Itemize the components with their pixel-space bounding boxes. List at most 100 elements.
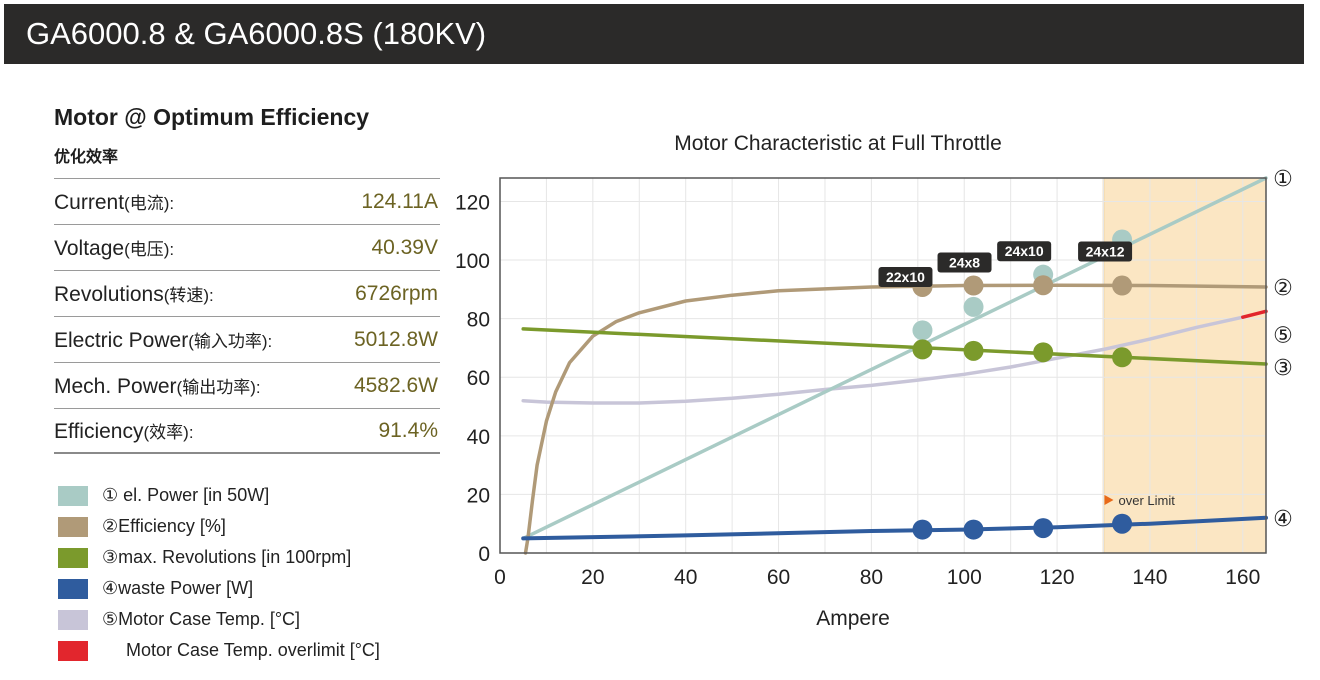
y-tick-label: 100 — [455, 250, 490, 273]
legend-item-efficiency: ②Efficiency [%] — [58, 511, 458, 542]
page-title: GA6000.8 & GA6000.8S (180KV) — [26, 16, 487, 51]
x-tick-label: 100 — [947, 566, 982, 589]
spec-label: Efficiency — [54, 419, 144, 443]
over-limit-label: over Limit — [1119, 493, 1176, 508]
propeller-label: 24x8 — [949, 255, 980, 271]
title-bar: GA6000.8 & GA6000.8S (180KV) — [4, 4, 1304, 64]
spec-value: 5012.8W — [353, 327, 438, 351]
spec-label-cn: (效率): — [143, 422, 194, 442]
spec-table: Current(电流): 124.11A Voltage(电压): 40.39V… — [54, 178, 440, 454]
spec-label: Mech. Power — [54, 374, 177, 398]
point-efficiency — [1112, 275, 1133, 296]
motor-chart: 22x10 24x8 24x10 24x12 over Limit 0 20 40 60 80 10… — [455, 132, 1293, 630]
point-revolutions — [963, 340, 984, 361]
propeller-label-box — [937, 252, 992, 273]
spec-row-revolutions: Revolutions(转速): 6726rpm — [54, 270, 440, 316]
series-marker-label: ⑤ — [1273, 323, 1293, 348]
legend-label: ②Efficiency [%] — [102, 516, 226, 536]
series-marker-label: ③ — [1273, 355, 1293, 380]
point-el-power — [963, 296, 984, 317]
spec-row-efficiency: Efficiency(效率): 91.4% — [54, 408, 440, 454]
revolutions-line — [521, 327, 1268, 366]
y-tick-label: 120 — [455, 191, 490, 214]
spec-label-cn: (电流): — [124, 193, 175, 213]
spec-label: Electric Power — [54, 328, 189, 352]
over-limit-arrow-icon — [1104, 495, 1114, 505]
legend-swatch — [58, 547, 88, 568]
spec-value: 6726rpm — [355, 281, 438, 305]
spec-value: 91.4% — [378, 418, 438, 442]
y-tick-label: 60 — [467, 367, 490, 390]
spec-row-electric-power: Electric Power(输入功率): 5012.8W — [54, 316, 440, 362]
x-tick-label: 20 — [581, 566, 604, 589]
spec-label-cn: (转速): — [163, 285, 214, 305]
legend-item-case-temp: ⑤Motor Case Temp. [°C] — [58, 604, 458, 635]
series-marker-label: ① — [1273, 166, 1293, 191]
series-marker-label: ④ — [1273, 506, 1293, 531]
y-tick-label: 0 — [478, 543, 490, 566]
legend-swatch — [58, 516, 88, 537]
legend-item-el-power: ① el. Power [in 50W] — [58, 480, 458, 511]
el-power-line — [521, 176, 1268, 541]
point-waste-power — [912, 519, 933, 540]
case-temp-overlimit-line — [1241, 309, 1268, 319]
legend-label: ① el. Power [in 50W] — [102, 485, 270, 505]
point-waste-power — [963, 519, 984, 540]
y-tick-label: 80 — [467, 309, 490, 332]
x-tick-label: 120 — [1040, 566, 1075, 589]
propeller-label-box — [878, 266, 933, 287]
point-revolutions — [912, 339, 933, 360]
plot-frame — [499, 177, 1267, 554]
legend-label: ④waste Power [W] — [102, 578, 254, 598]
point-waste-power — [1112, 513, 1133, 534]
x-tick-label: 140 — [1132, 566, 1167, 589]
legend-swatch — [58, 485, 88, 506]
point-revolutions — [1112, 347, 1133, 368]
propeller-label: 22x10 — [886, 269, 925, 285]
spec-label: Revolutions — [54, 282, 164, 306]
x-tick-label: 40 — [674, 566, 697, 589]
point-efficiency — [1033, 275, 1054, 296]
spec-label-cn: (输入功率): — [188, 331, 273, 351]
x-axis-label: Ampere — [816, 607, 890, 630]
spec-subheading: 优化效率 — [54, 149, 119, 166]
x-tick-label: 160 — [1225, 566, 1260, 589]
x-tick-label: 0 — [494, 566, 506, 589]
spec-label: Voltage — [54, 236, 125, 260]
spec-heading: Motor @ Optimum Efficiency — [54, 104, 370, 130]
legend-item-case-temp-overlimit: Motor Case Temp. overlimit [°C] — [58, 635, 458, 666]
chart-title: Motor Characteristic at Full Throttle — [674, 132, 1002, 155]
propeller-label-box — [997, 241, 1052, 262]
spec-row-current: Current(电流): 124.11A — [54, 178, 440, 224]
spec-row-voltage: Voltage(电压): 40.39V — [54, 224, 440, 270]
case-temp-line — [521, 315, 1245, 405]
legend-label: ⑤Motor Case Temp. [°C] — [102, 609, 301, 629]
legend-label: ③max. Revolutions [in 100rpm] — [102, 547, 352, 567]
legend-item-revolutions: ③max. Revolutions [in 100rpm] — [58, 542, 458, 573]
spec-label: Current — [54, 190, 125, 214]
spec-value: 124.11A — [361, 189, 438, 213]
spec-row-mech-power: Mech. Power(输出功率): 4582.6W — [54, 362, 440, 408]
x-tick-label: 80 — [860, 566, 883, 589]
spec-value: 40.39V — [371, 235, 438, 259]
legend-swatch — [58, 640, 88, 661]
spec-value: 4582.6W — [353, 373, 438, 397]
spec-label-cn: (电压): — [124, 239, 175, 259]
spec-label-cn: (输出功率): — [176, 377, 261, 397]
legend-item-waste-power: ④waste Power [W] — [58, 573, 458, 604]
propeller-label-box — [1078, 241, 1133, 262]
propeller-label: 24x12 — [1086, 244, 1125, 260]
legend-swatch — [58, 609, 88, 630]
legend: ① el. Power [in 50W] ②Efficiency [%] ③ma… — [58, 480, 458, 666]
x-tick-label: 60 — [767, 566, 790, 589]
spec-panel: Motor @ Optimum Efficiency 优化效率 Current(… — [54, 100, 440, 454]
legend-swatch — [58, 578, 88, 599]
point-efficiency — [963, 275, 984, 296]
y-tick-label: 40 — [467, 426, 490, 449]
point-waste-power — [1033, 518, 1054, 539]
propeller-label: 24x10 — [1005, 243, 1044, 259]
y-tick-label: 20 — [467, 484, 490, 507]
point-revolutions — [1033, 342, 1054, 363]
legend-label: Motor Case Temp. overlimit [°C] — [126, 640, 380, 660]
point-el-power — [912, 320, 933, 341]
